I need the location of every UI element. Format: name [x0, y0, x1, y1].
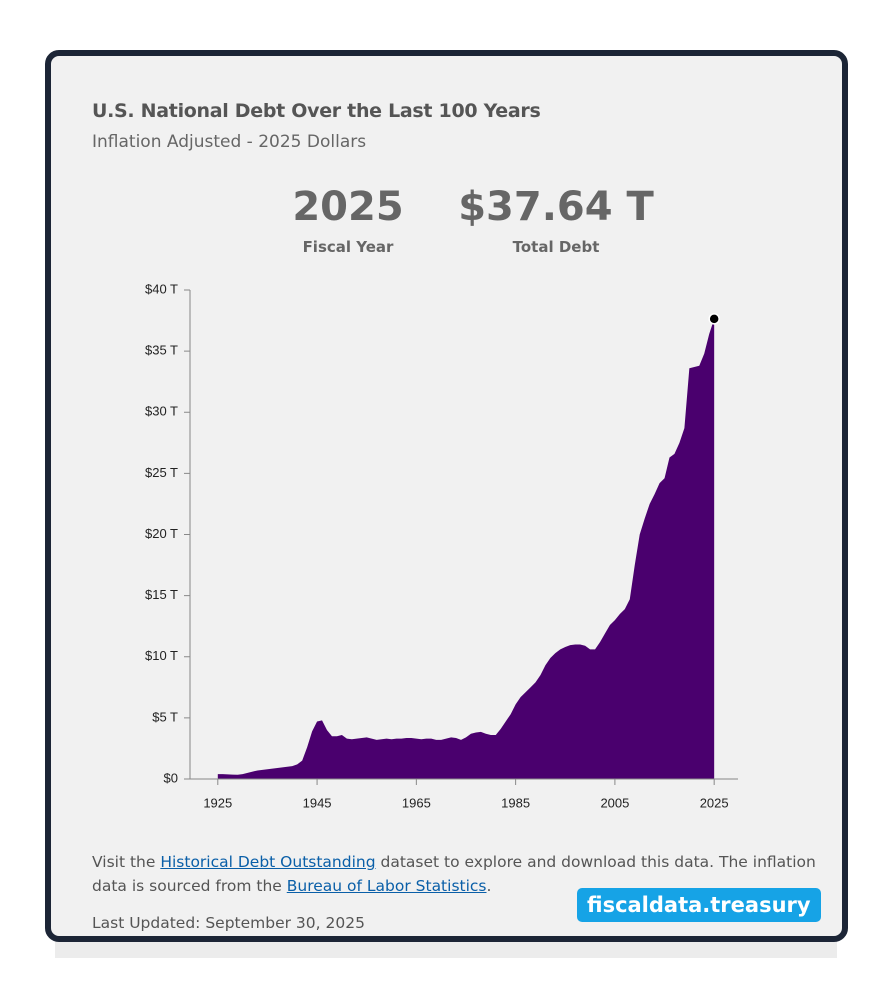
chart-subtitle: Inflation Adjusted - 2025 Dollars [92, 132, 367, 152]
y-tick-label: $40 T [145, 281, 178, 296]
footnote: Visit the Historical Debt Outstanding da… [92, 850, 822, 898]
headline-value: $37.64 T [458, 184, 654, 230]
link[interactable]: Bureau of Labor Statistics [286, 877, 487, 895]
link[interactable]: Historical Debt Outstanding [160, 853, 376, 871]
x-tick-label: 1925 [203, 795, 232, 810]
y-tick-label: $10 T [145, 648, 178, 663]
footnote-text: dataset to explore and download this dat… [92, 853, 816, 895]
y-tick-label: $30 T [145, 404, 178, 419]
y-tick-label: $25 T [145, 465, 178, 480]
y-tick-label: $15 T [145, 587, 178, 602]
y-tick-label: $20 T [145, 526, 178, 541]
x-tick-label: 1945 [303, 795, 332, 810]
x-tick-label: 2025 [700, 795, 729, 810]
y-tick-label: $0 [164, 770, 178, 785]
highlight-dot [708, 313, 720, 325]
footnote-text: Visit the [92, 853, 161, 871]
x-tick-label: 2005 [600, 795, 629, 810]
x-tick-label: 1965 [402, 795, 431, 810]
y-tick-label: $5 T [152, 709, 178, 724]
chart-title: U.S. National Debt Over the Last 100 Yea… [92, 100, 541, 122]
last-updated: Last Updated: September 30, 2025 [92, 914, 365, 932]
x-tick-label: 1985 [501, 795, 530, 810]
footnote-text: . [486, 877, 492, 895]
area [217, 318, 715, 779]
y-tick-label: $35 T [145, 343, 178, 358]
headline-label: Fiscal Year [302, 238, 394, 256]
headline-value: 2025 [292, 184, 404, 230]
badge[interactable]: fiscaldata.treasury [577, 888, 821, 922]
headline-label: Total Debt [512, 238, 600, 256]
